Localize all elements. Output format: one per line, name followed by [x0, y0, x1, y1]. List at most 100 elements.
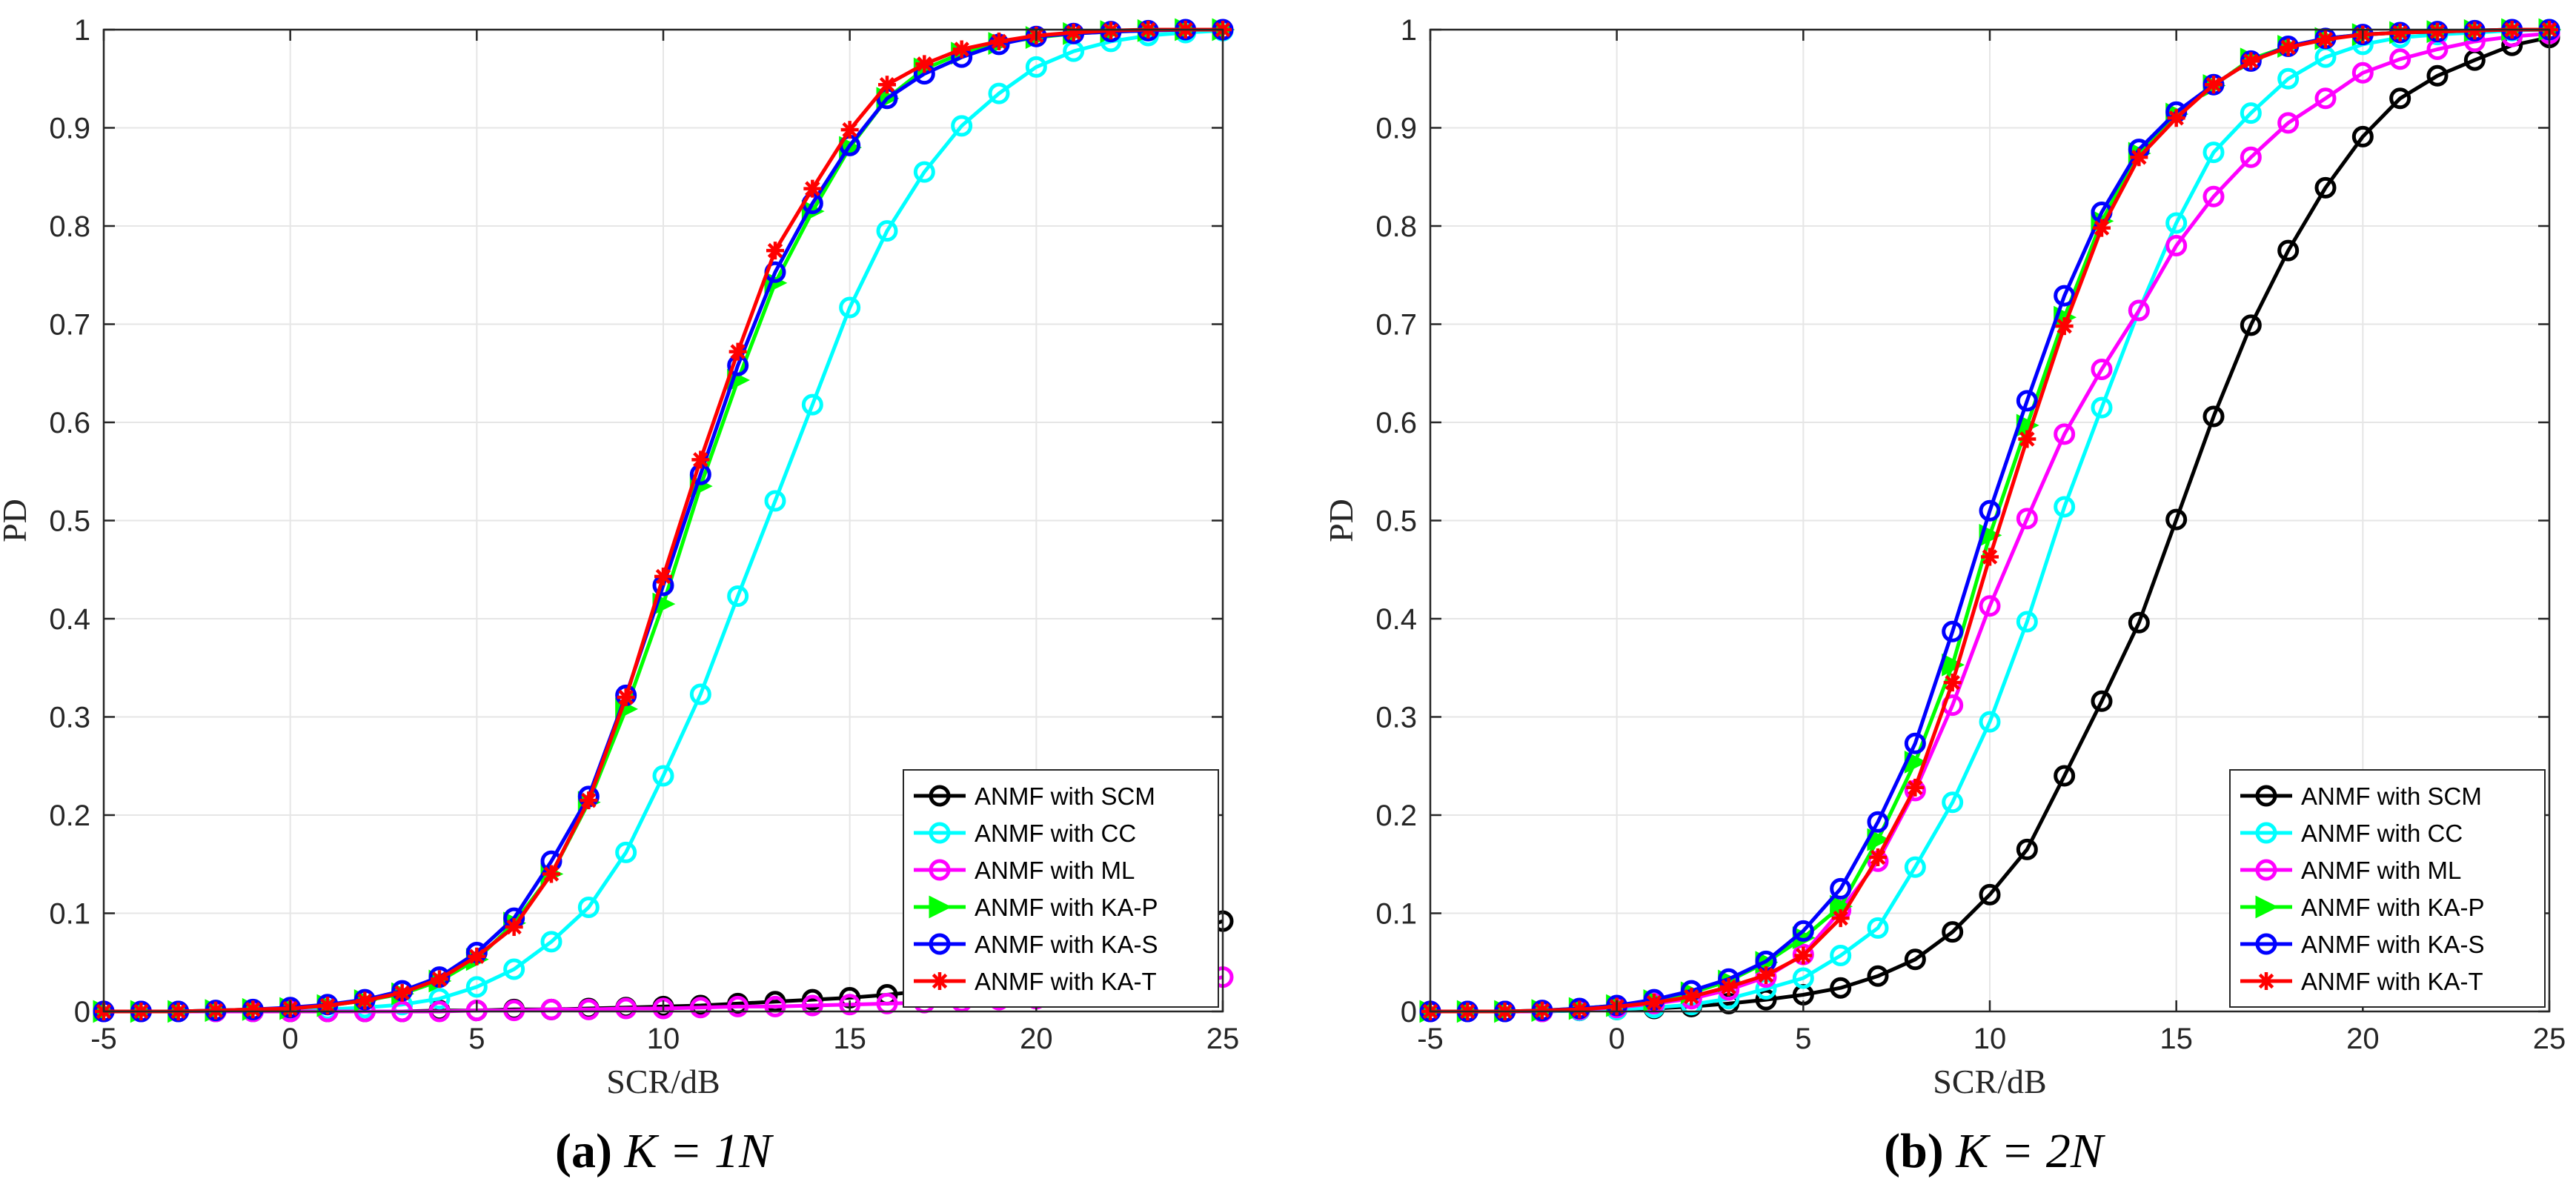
data-point	[1869, 848, 1887, 866]
legend-item: ANMF with SCM	[914, 782, 1155, 810]
data-point	[2277, 112, 2300, 134]
x-tick-label: 5	[1795, 1023, 1811, 1055]
data-point	[652, 765, 674, 787]
data-point	[1570, 1000, 1589, 1019]
y-tick-label: 0.4	[1375, 603, 1417, 636]
data-point	[1757, 966, 1775, 984]
data-point	[764, 490, 786, 512]
data-point	[1904, 856, 1926, 878]
data-point	[393, 983, 411, 1002]
data-point	[2351, 62, 2374, 84]
legend: ANMF with SCM ANMF with CC ANMF with ML ANM…	[2229, 769, 2546, 1008]
data-point	[540, 931, 562, 953]
data-point	[878, 76, 896, 94]
y-tick-label: 0.8	[1375, 210, 1417, 243]
data-point	[2389, 87, 2411, 110]
y-tick-label: 0.3	[1375, 702, 1417, 734]
legend-label: ANMF with ML	[975, 857, 1135, 884]
legend-marker	[929, 859, 951, 881]
y-tick-label: 0.6	[49, 407, 90, 439]
data-point	[2242, 52, 2260, 70]
legend-label: ANMF with ML	[2301, 857, 2461, 884]
data-point	[727, 995, 749, 1017]
data-point	[431, 970, 448, 988]
x-tick-label: -5	[90, 1023, 117, 1055]
data-point	[1831, 909, 1850, 928]
data-point	[2314, 176, 2337, 199]
legend-marker	[2255, 933, 2277, 955]
data-point	[580, 791, 598, 810]
x-tick-label: 15	[833, 1023, 866, 1055]
x-tick-label: -5	[1417, 1023, 1444, 1055]
y-tick-label: 0	[1401, 996, 1417, 1028]
y-tick-label: 0.7	[49, 309, 90, 342]
data-point	[840, 121, 859, 139]
x-tick-label: 5	[468, 1023, 485, 1055]
data-point	[2091, 358, 2113, 380]
data-point	[1755, 988, 1777, 1011]
legend-marker	[929, 933, 951, 955]
data-point	[876, 992, 898, 1014]
data-point	[244, 1000, 262, 1019]
data-point	[764, 995, 786, 1017]
y-tick-label: 0	[74, 996, 90, 1028]
data-point	[577, 998, 600, 1020]
data-point	[1645, 994, 1663, 1012]
data-point	[2054, 423, 2076, 445]
y-tick-label: 0.8	[49, 210, 90, 243]
legend-marker	[2255, 859, 2277, 881]
legend-box	[2229, 769, 2546, 1008]
legend-item: ANMF with KA-S	[2240, 931, 2485, 958]
data-point	[542, 865, 560, 883]
data-point	[577, 897, 600, 919]
data-point	[951, 115, 973, 137]
data-point	[2016, 390, 2038, 412]
legend-item: ANMF with KA-P	[2240, 894, 2485, 921]
data-point	[1942, 791, 1964, 814]
data-point	[2426, 64, 2449, 87]
panel-caption: (b) K = 2N	[1884, 1124, 2106, 1178]
data-point	[2202, 142, 2225, 164]
data-point	[2054, 496, 2076, 518]
caption-expression: K = 1N	[623, 1124, 774, 1178]
data-point	[2317, 30, 2334, 49]
legend-marker	[929, 785, 951, 807]
x-tick-label: 25	[2533, 1023, 2566, 1055]
y-axis-label: PD	[0, 499, 33, 542]
data-point	[1064, 23, 1083, 41]
data-point	[2391, 23, 2409, 41]
data-point	[2091, 690, 2113, 712]
data-point	[2016, 611, 2038, 633]
data-point	[1904, 948, 1926, 971]
data-point	[1533, 1001, 1551, 1020]
data-point	[2202, 185, 2225, 207]
legend-item: ANMF with KA-S	[914, 931, 1158, 958]
chart-panel-a: -5 0 5 10 15 20 2500.10.20.30.40.50.60.70.80.9…	[0, 14, 1239, 1178]
legend: ANMF with SCM ANMF with CC ANMF with ML ANM…	[903, 769, 1219, 1008]
y-tick-label: 0.4	[49, 603, 90, 636]
legend-item: ANMF with SCM	[2240, 782, 2482, 810]
caption-expression: K = 2N	[1955, 1124, 2106, 1178]
data-point	[2240, 314, 2262, 336]
y-tick-label: 0.1	[1375, 898, 1417, 931]
legend-item: ANMF with ML	[2240, 857, 2461, 884]
data-point	[766, 242, 784, 260]
data-point	[319, 997, 336, 1015]
x-tick-label: 20	[1020, 1023, 1053, 1055]
x-tick-label: 20	[2346, 1023, 2380, 1055]
data-point	[1102, 21, 1120, 40]
data-point	[2205, 76, 2223, 94]
legend-label: ANMF with KA-T	[2301, 968, 2483, 995]
legend-marker	[929, 895, 952, 919]
data-point	[801, 393, 823, 416]
y-tick-label: 0.5	[1375, 505, 1417, 538]
x-tick-label: 25	[1206, 1023, 1240, 1055]
data-point	[2277, 239, 2300, 262]
data-point	[1979, 883, 2001, 905]
legend-marker	[2255, 822, 2277, 844]
data-point	[615, 841, 637, 863]
legend-label: ANMF with SCM	[975, 782, 1155, 810]
data-point	[1906, 778, 1925, 797]
data-point	[207, 1001, 225, 1020]
